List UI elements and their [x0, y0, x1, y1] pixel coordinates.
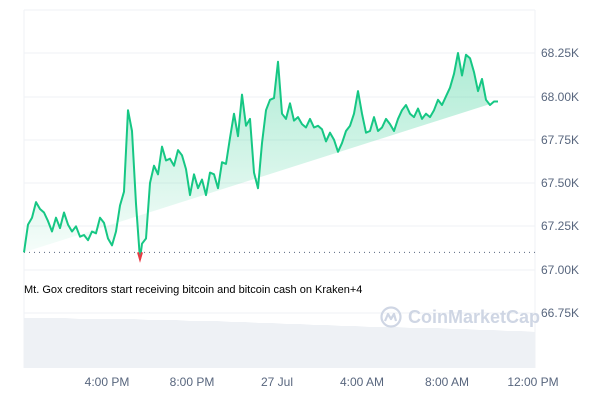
- event-annotation[interactable]: Mt. Gox creditors start receiving bitcoi…: [24, 284, 363, 296]
- y-tick-label: 67.00K: [541, 263, 580, 277]
- y-tick-label: 67.50K: [541, 176, 580, 190]
- watermark-text: CoinMarketCap: [408, 306, 541, 327]
- price-line-below-baseline: [137, 252, 143, 263]
- y-tick-label: 66.75K: [541, 306, 580, 320]
- price-line[interactable]: [23, 52, 498, 261]
- watermark: CoinMarketCap: [380, 306, 540, 328]
- x-tick-label: 12:00 PM: [507, 375, 559, 389]
- y-tick-label: 68.25K: [541, 46, 580, 60]
- x-tick-label: 4:00 PM: [84, 375, 130, 389]
- y-tick-label: 68.00K: [541, 90, 580, 104]
- y-tick-label: 67.75K: [541, 133, 580, 147]
- y-tick-label: 67.25K: [541, 219, 580, 233]
- x-tick-label: 27 Jul: [260, 375, 294, 389]
- volume-area: [24, 318, 535, 368]
- x-tick-label: 8:00 PM: [169, 375, 215, 389]
- x-tick-label: 8:00 AM: [424, 375, 470, 389]
- x-tick-label: 4:00 AM: [339, 375, 385, 389]
- coinmarketcap-logo-icon: [380, 306, 402, 328]
